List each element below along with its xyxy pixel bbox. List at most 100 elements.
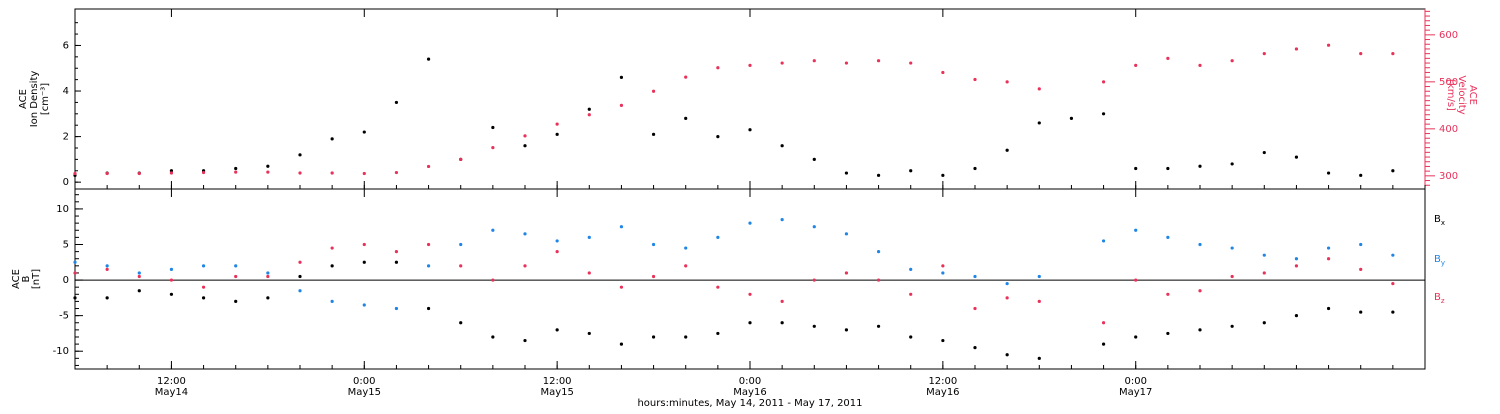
by-point	[1166, 235, 1170, 239]
bx-point	[523, 338, 527, 343]
bz-point	[105, 267, 109, 271]
bx-point	[1198, 328, 1202, 332]
by-point	[780, 217, 784, 222]
density-point	[1037, 121, 1041, 125]
bx-point	[201, 296, 206, 300]
density-point	[844, 171, 849, 175]
by-point	[555, 239, 559, 243]
velocity-point	[587, 113, 591, 117]
by-point	[1230, 246, 1234, 250]
by-point	[1101, 239, 1106, 243]
top-ylabel-right-3: [km/s]	[1445, 79, 1456, 111]
density-point	[1359, 173, 1363, 177]
density-point	[523, 144, 527, 148]
density-point	[1230, 162, 1234, 166]
bx-point	[234, 299, 238, 304]
x-tick-label-date: May16	[926, 387, 959, 398]
velocity-point	[523, 134, 527, 138]
top-left-tick-label: 0	[63, 177, 69, 188]
bz-point	[941, 264, 945, 268]
by-point	[394, 306, 399, 311]
bz-point	[330, 246, 334, 250]
velocity-point	[1262, 52, 1266, 56]
velocity-point	[812, 59, 816, 63]
velocity-point	[555, 122, 559, 126]
top-right-tick-label: 600	[1439, 30, 1458, 41]
density-point	[812, 157, 816, 161]
by-point	[73, 260, 77, 264]
bx-point	[1294, 314, 1299, 318]
bx-point	[941, 338, 945, 343]
top-ylabel-right-2: Velocity	[1456, 75, 1467, 114]
bz-point	[1101, 321, 1106, 325]
bz-point	[1230, 274, 1234, 279]
density-point	[555, 132, 559, 136]
bottom-left-ticks: 10 5 0 -5 -10	[53, 194, 83, 366]
density-point	[780, 144, 784, 148]
top-ylabel-left-2: Ion Density	[29, 71, 40, 128]
velocity-point	[619, 103, 624, 107]
velocity-point	[1230, 59, 1234, 63]
by-point	[169, 267, 174, 271]
bottom-panel: 10 5 0 -5 -10 ACE B [nT] Bx By Bz	[11, 194, 1445, 366]
bz-point	[1391, 282, 1395, 286]
bz-point	[73, 271, 77, 275]
bz-point	[1262, 271, 1266, 275]
by-point	[491, 228, 495, 232]
bz-point	[491, 278, 495, 282]
bz-point	[780, 299, 784, 304]
bottom-ylabel-3: [nT]	[31, 269, 42, 289]
density-point	[1391, 169, 1395, 173]
bx-point	[684, 335, 688, 339]
bx-point	[73, 296, 77, 300]
top-right-tick-label: 400	[1439, 124, 1458, 135]
bx-point	[555, 328, 559, 332]
by-point	[330, 299, 334, 304]
density-point	[684, 116, 688, 120]
bx-point	[748, 321, 752, 325]
bz-point	[394, 250, 399, 254]
by-point	[1294, 257, 1299, 261]
bx-point	[844, 328, 849, 332]
velocity-point	[1359, 52, 1363, 56]
bottom-panel-frame	[74, 188, 1426, 370]
bz-point	[1359, 267, 1363, 271]
by-point	[973, 274, 977, 279]
velocity-point	[394, 170, 399, 175]
density-point	[909, 169, 913, 173]
density-point	[587, 107, 591, 111]
top-right-tick-label: 500	[1439, 77, 1458, 88]
bx-point	[1262, 321, 1266, 325]
by-point	[1198, 242, 1202, 247]
x-tick-label-date: May14	[155, 387, 188, 398]
velocity-point	[1101, 80, 1106, 84]
top-left-tick-label: 2	[63, 132, 69, 143]
bx-point	[1005, 353, 1009, 357]
bz-point	[298, 260, 302, 264]
by-point	[1005, 282, 1009, 286]
density-point	[748, 128, 752, 132]
bx-point	[619, 342, 624, 346]
bx-point	[1101, 342, 1106, 346]
bx-point	[716, 331, 720, 336]
top-points	[73, 43, 1395, 177]
velocity-point	[491, 146, 495, 150]
legend-bz: Bz	[1434, 292, 1445, 305]
bz-point	[1166, 292, 1170, 296]
x-tick-label-date: May16	[733, 387, 766, 398]
bx-point	[362, 260, 366, 264]
by-point	[909, 267, 913, 271]
density-point	[1262, 150, 1266, 155]
bx-point	[1166, 331, 1170, 336]
velocity-point	[973, 77, 977, 82]
density-point	[266, 164, 270, 168]
legend-by: By	[1434, 254, 1445, 267]
by-point	[105, 264, 109, 268]
by-point	[201, 264, 206, 268]
velocity-point	[362, 171, 366, 176]
by-point	[1262, 253, 1266, 257]
velocity-point	[1294, 47, 1299, 51]
top-ylabel-left-3: [cm⁻³]	[40, 83, 51, 115]
